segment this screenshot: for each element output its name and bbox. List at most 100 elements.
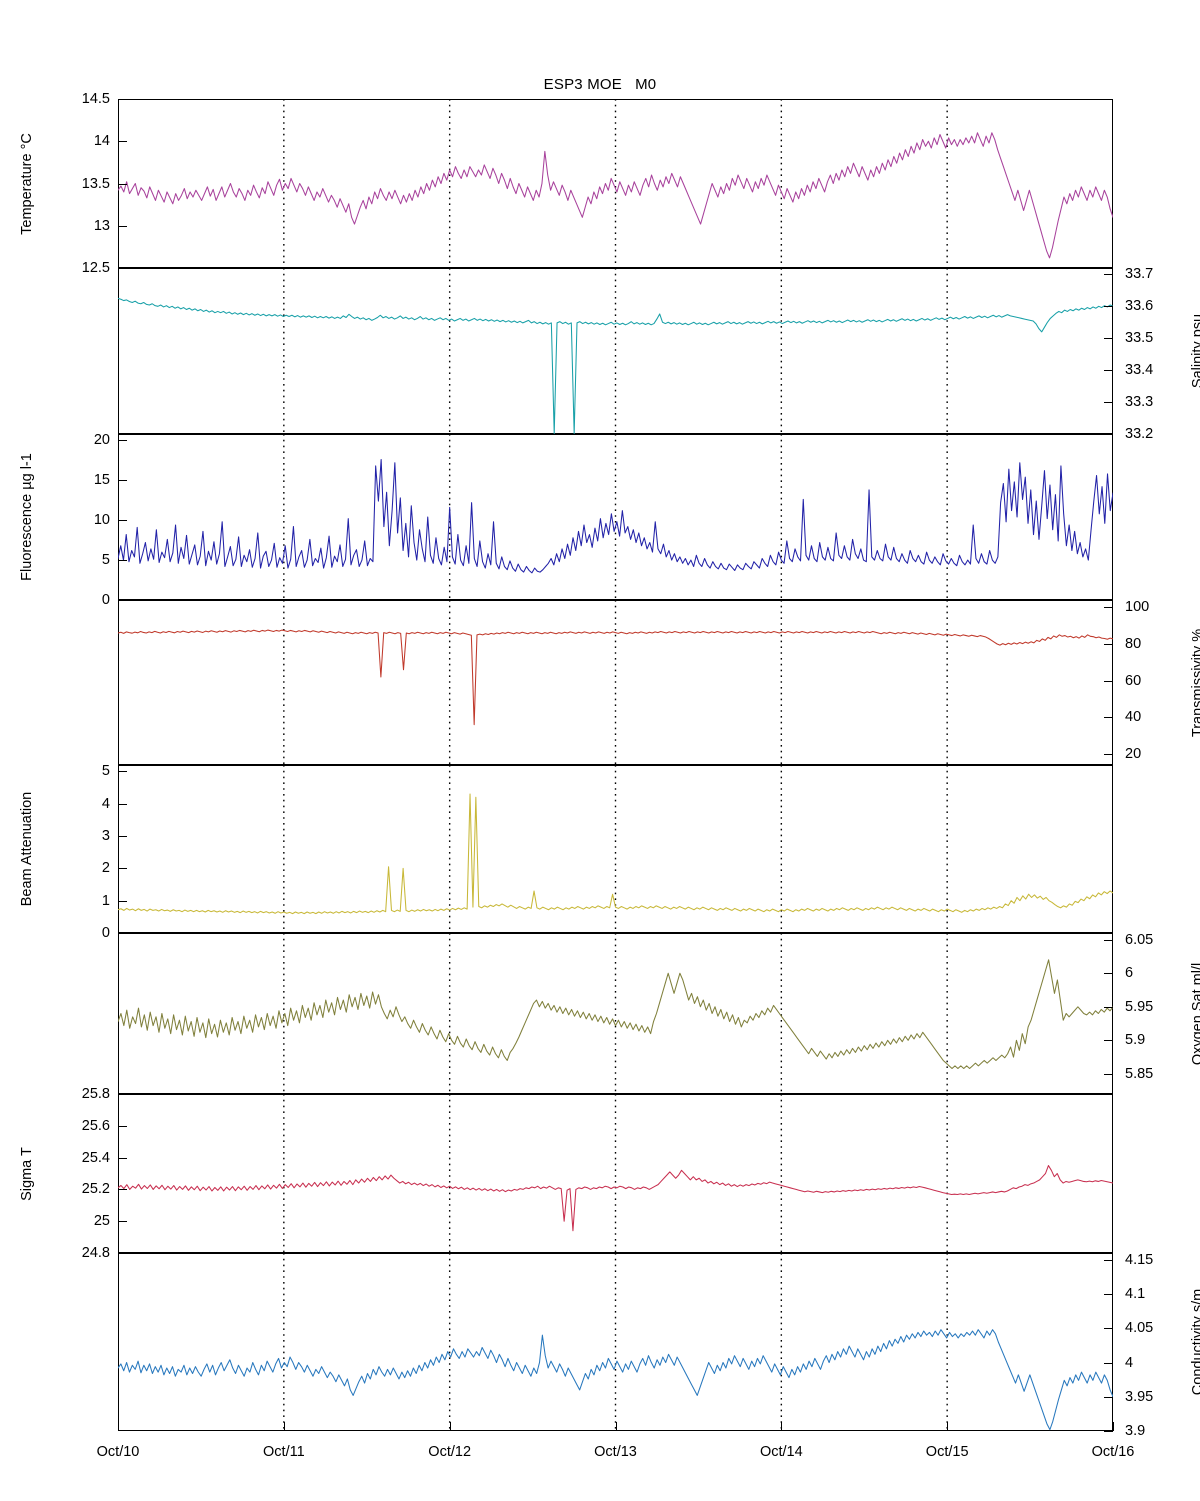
ytick-fluorescence-2 [118,520,127,522]
xtick-5 [947,1422,949,1431]
panel-salinity [118,268,1113,435]
ytick-fluorescence-0 [118,440,127,442]
ytick-label-conductivity-1: 4.1 [1125,1285,1146,1302]
ytick-transmissivity-2 [1104,680,1113,682]
plot-area-beam_attenuation [118,765,1113,933]
ytick-label-oxygen_sat-3: 5.9 [1125,1032,1146,1049]
ytick-label-sigma_t-1: 25.6 [81,1117,110,1134]
ytick-label-fluorescence-2: 10 [93,511,110,528]
ytick-label-sigma_t-5: 24.8 [81,1244,110,1261]
ytick-oxygen_sat-0 [1104,939,1113,941]
ytick-salinity-3 [1104,370,1113,372]
ytick-label-oxygen_sat-2: 5.95 [1125,998,1154,1015]
xtick-0 [118,1422,119,1431]
trace-fluorescence [118,459,1113,574]
xtick-label-2: Oct/12 [428,1444,472,1460]
trace-transmissivity [118,629,1113,726]
ytick-oxygen_sat-2 [1104,1006,1113,1008]
ytick-label-salinity-4: 33.3 [1125,393,1154,410]
ytick-conductivity-3 [1104,1362,1113,1364]
ytick-label-salinity-2: 33.5 [1125,329,1154,346]
ytick-oxygen_sat-3 [1104,1040,1113,1042]
ytick-label-oxygen_sat-0: 6.05 [1125,931,1154,948]
axis-title-salinity: Salinity psu [1190,313,1200,389]
plot-area-fluorescence [118,434,1113,600]
axis-title-conductivity: Conductivity s/m [1190,1288,1200,1396]
ytick-sigma_t-4 [118,1221,127,1223]
ytick-conductivity-0 [1104,1259,1113,1261]
ytick-label-transmissivity-4: 20 [1125,745,1142,762]
ytick-label-conductivity-4: 3.95 [1125,1388,1154,1405]
xtick-label-5: Oct/15 [925,1444,969,1460]
chart-title: ESP3 MOE M0 [543,76,657,93]
ytick-label-beam_attenuation-3: 2 [101,860,110,877]
panel-sigma_t [118,1094,1113,1254]
panel-beam_attenuation [118,765,1113,934]
trace-salinity [118,297,1113,434]
ytick-conductivity-4 [1104,1396,1113,1398]
panel-frame-sigma_t [118,1094,1113,1253]
ytick-label-oxygen_sat-4: 5.85 [1125,1065,1154,1082]
plot-area-oxygen_sat [118,933,1113,1094]
xtick-label-0: Oct/10 [96,1444,140,1460]
trace-conductivity [118,1329,1113,1431]
ytick-label-sigma_t-2: 25.4 [81,1149,110,1166]
panel-fluorescence [118,434,1113,601]
panel-frame-temperature [118,99,1113,268]
ytick-fluorescence-3 [118,560,127,562]
xtick-label-6: Oct/16 [1091,1444,1135,1460]
ytick-salinity-1 [1104,306,1113,308]
xtick-1 [283,1422,285,1431]
plot-area-temperature [118,99,1113,268]
ytick-label-fluorescence-0: 20 [93,432,110,449]
ytick-transmissivity-1 [1104,644,1113,645]
ytick-label-beam_attenuation-0: 5 [101,763,110,780]
ytick-label-fluorescence-4: 0 [101,591,110,608]
ytick-temperature-2 [118,183,127,185]
xtick-label-3: Oct/13 [594,1444,637,1460]
ytick-oxygen_sat-4 [1104,1073,1113,1075]
ytick-label-salinity-0: 33.7 [1125,266,1154,283]
ytick-temperature-0 [118,99,127,100]
ytick-label-sigma_t-3: 25.2 [81,1181,110,1198]
ytick-sigma_t-2 [118,1157,127,1159]
ytick-label-fluorescence-1: 15 [93,472,110,489]
ytick-label-sigma_t-4: 25 [93,1212,110,1229]
panel-oxygen_sat [118,933,1113,1094]
ytick-label-transmissivity-0: 100 [1125,599,1150,616]
panel-temperature [118,99,1113,269]
ytick-label-salinity-5: 33.2 [1125,425,1154,442]
trace-sigma_t [118,1165,1113,1232]
ytick-conductivity-1 [1104,1294,1113,1296]
trace-beam_attenuation [118,793,1113,915]
ytick-label-beam_attenuation-5: 0 [101,924,110,941]
ytick-conductivity-2 [1104,1328,1113,1330]
ytick-label-conductivity-0: 4.15 [1125,1251,1154,1268]
ytick-label-transmissivity-3: 40 [1125,709,1142,726]
panel-transmissivity [118,600,1113,765]
ytick-label-conductivity-3: 4 [1125,1354,1134,1371]
xtick-3 [615,1422,617,1431]
ytick-label-transmissivity-2: 60 [1125,672,1142,689]
ytick-label-beam_attenuation-1: 4 [101,795,110,812]
ytick-sigma_t-0 [118,1094,127,1095]
ytick-salinity-4 [1104,402,1113,404]
ytick-label-beam_attenuation-4: 1 [101,892,110,909]
plot-area-sigma_t [118,1094,1113,1253]
ytick-transmissivity-3 [1104,717,1113,719]
ytick-beam_attenuation-1 [118,803,127,805]
plot-area-transmissivity [118,600,1113,765]
panel-conductivity [118,1253,1113,1432]
ytick-beam_attenuation-2 [118,836,127,838]
ytick-beam_attenuation-3 [118,868,127,870]
ytick-salinity-2 [1104,338,1113,340]
xtick-2 [449,1422,451,1431]
ytick-temperature-3 [118,225,127,227]
ytick-label-sigma_t-0: 25.8 [81,1085,110,1102]
ytick-salinity-0 [1104,274,1113,276]
ytick-label-fluorescence-3: 5 [101,551,110,568]
plot-area-conductivity [118,1253,1113,1431]
ytick-fluorescence-1 [118,480,127,482]
trace-oxygen_sat [118,959,1113,1070]
